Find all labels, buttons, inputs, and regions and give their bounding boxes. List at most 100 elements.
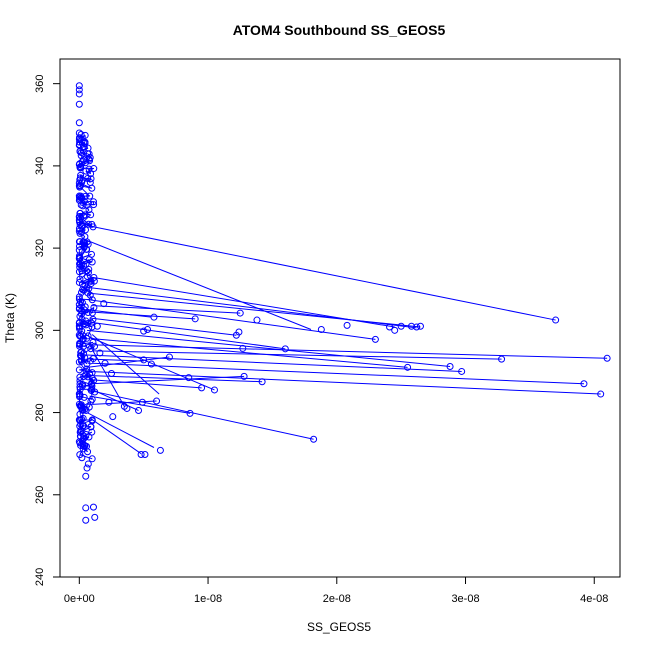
series-line-segment [93, 350, 502, 360]
data-point [85, 265, 93, 273]
data-point [75, 322, 83, 330]
data-point [413, 323, 421, 331]
series-line-segment [88, 311, 196, 320]
series-line-segment [90, 338, 408, 368]
series-line-segment [89, 370, 601, 395]
data-point [105, 398, 113, 406]
data-point [89, 315, 97, 323]
data-point [76, 238, 84, 246]
y-tick-label: 260 [34, 486, 46, 504]
data-point [407, 322, 415, 330]
y-tick-label: 300 [34, 321, 46, 339]
data-point [76, 275, 84, 283]
data-point [391, 326, 399, 334]
data-point [83, 201, 91, 209]
data-point [75, 366, 83, 374]
data-point [81, 354, 89, 362]
data-point [88, 455, 96, 463]
data-point [79, 422, 87, 430]
data-point [77, 441, 85, 449]
data-point [138, 398, 146, 406]
data-point [77, 130, 85, 138]
series-line-segment [87, 326, 93, 337]
data-point [317, 326, 325, 334]
data-point [77, 349, 85, 357]
series-line-segment [86, 412, 155, 448]
data-point [82, 472, 90, 480]
data-point [75, 160, 83, 168]
series-line-segment [90, 292, 421, 328]
data-point [76, 138, 84, 146]
data-point [165, 353, 173, 361]
data-point [86, 370, 94, 377]
data-point [75, 390, 83, 398]
data-point [75, 278, 83, 286]
series-points [75, 82, 611, 524]
data-point [150, 313, 158, 321]
data-point [87, 345, 95, 353]
data-point [386, 323, 394, 331]
data-point [210, 386, 218, 394]
series-line-segment [90, 375, 245, 385]
data-point [75, 295, 83, 303]
data-point [89, 198, 97, 206]
data-point [109, 413, 117, 421]
data-point [77, 149, 85, 157]
data-point [76, 174, 84, 182]
y-tick-label: 360 [34, 74, 46, 92]
data-point [75, 196, 83, 204]
data-point [79, 143, 87, 151]
data-point [191, 315, 199, 323]
data-point [236, 309, 244, 317]
data-point [343, 321, 351, 329]
data-point [91, 513, 99, 521]
data-point [75, 86, 83, 94]
x-tick-label: 4e-08 [580, 593, 608, 605]
data-point [76, 377, 84, 385]
plot-frame [59, 58, 621, 578]
data-point [75, 119, 83, 127]
data-point [186, 409, 194, 417]
data-point [75, 242, 83, 250]
data-point [75, 216, 83, 224]
y-tick-label: 340 [34, 157, 46, 175]
data-point [89, 223, 97, 231]
data-point [75, 192, 83, 200]
data-point [253, 316, 261, 324]
data-point [281, 345, 289, 353]
data-point [75, 305, 83, 313]
data-point [88, 296, 96, 304]
data-point [90, 201, 98, 209]
data-point [89, 355, 97, 363]
data-point [153, 397, 161, 405]
x-tick-label: 0e+00 [64, 593, 95, 605]
data-point [87, 170, 95, 178]
data-point [84, 332, 92, 340]
data-point [82, 367, 90, 375]
data-point [85, 165, 93, 173]
data-point [79, 382, 87, 390]
series-line-segment [86, 356, 170, 368]
series-line-segment [89, 317, 237, 336]
series-line-segment [89, 379, 202, 389]
data-point [86, 192, 94, 200]
series-line-segment [87, 342, 125, 407]
data-point [89, 338, 97, 346]
series-line-segment [92, 305, 241, 314]
data-point [85, 206, 93, 214]
data-point [258, 378, 266, 386]
data-point [90, 277, 98, 285]
data-point [77, 402, 85, 410]
y-tick-label: 320 [34, 239, 46, 257]
data-point [140, 356, 148, 364]
data-point [76, 373, 84, 381]
series-line-segment [80, 419, 93, 425]
data-point [81, 233, 89, 241]
data-point [77, 171, 85, 179]
x-tick-label: 1e-08 [194, 593, 222, 605]
data-point [107, 370, 115, 377]
data-point [76, 183, 84, 191]
series-line-segment [87, 354, 462, 372]
series-line-segment [83, 425, 91, 428]
data-point [76, 163, 84, 171]
